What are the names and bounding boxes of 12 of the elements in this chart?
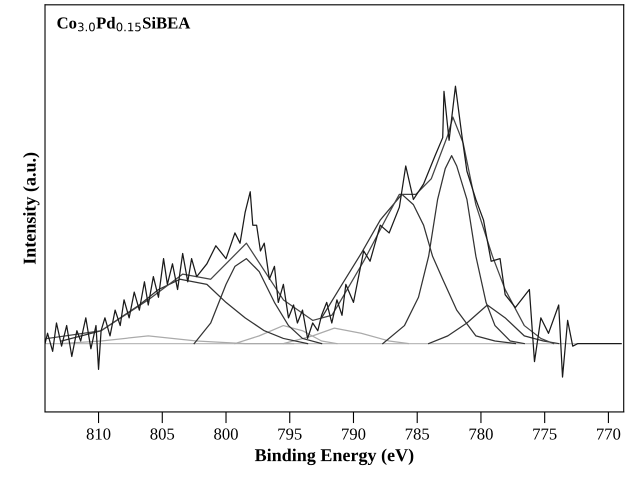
chart-title: Co$_{3.0}$Pd$_{0.15}$SiBEA	[57, 16, 190, 32]
y-axis-title: Intensity (a.u.)	[23, 152, 40, 264]
x-tick-label: 805	[150, 428, 174, 440]
x-tick-label: 775	[533, 428, 557, 440]
x-tick-label: 795	[278, 428, 302, 440]
x-tick-label: 800	[214, 428, 238, 440]
x-tick-label: 810	[86, 428, 110, 440]
x-tick-label: 790	[342, 428, 366, 440]
x-tick-label: 780	[470, 428, 493, 440]
x-axis-title: Binding Energy (eV)	[254, 448, 414, 466]
x-tick-label: 785	[406, 428, 430, 440]
x-tick-label: 770	[597, 428, 620, 440]
